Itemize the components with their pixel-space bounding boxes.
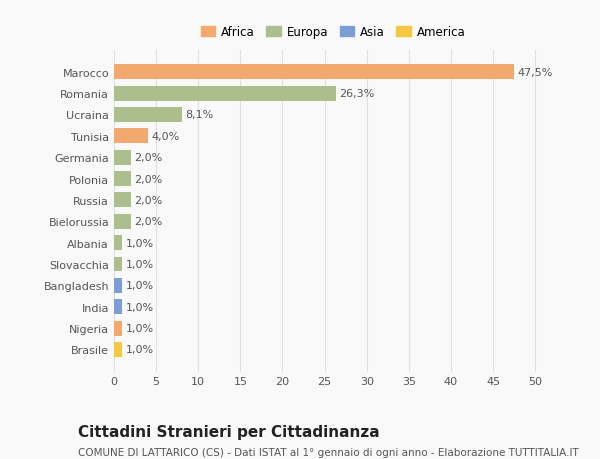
Text: 8,1%: 8,1%	[185, 110, 214, 120]
Bar	[114, 172, 131, 187]
Bar	[114, 257, 122, 272]
Bar	[114, 65, 514, 80]
Text: 1,0%: 1,0%	[126, 281, 154, 291]
Text: 47,5%: 47,5%	[517, 67, 553, 78]
Bar	[114, 300, 122, 314]
Text: 1,0%: 1,0%	[126, 302, 154, 312]
Text: 1,0%: 1,0%	[126, 238, 154, 248]
Bar	[114, 278, 122, 293]
Bar	[114, 235, 122, 251]
Bar	[114, 129, 148, 144]
Text: 26,3%: 26,3%	[339, 89, 374, 99]
Bar	[114, 108, 182, 123]
Bar	[114, 321, 122, 336]
Text: 2,0%: 2,0%	[134, 217, 163, 227]
Text: 1,0%: 1,0%	[126, 345, 154, 355]
Bar	[114, 151, 131, 165]
Text: 2,0%: 2,0%	[134, 196, 163, 206]
Text: 2,0%: 2,0%	[134, 174, 163, 184]
Bar	[114, 86, 335, 101]
Text: 1,0%: 1,0%	[126, 324, 154, 333]
Text: 4,0%: 4,0%	[151, 132, 179, 141]
Bar	[114, 342, 122, 357]
Legend: Africa, Europa, Asia, America: Africa, Europa, Asia, America	[196, 21, 470, 44]
Text: 1,0%: 1,0%	[126, 259, 154, 269]
Text: 2,0%: 2,0%	[134, 153, 163, 163]
Text: COMUNE DI LATTARICO (CS) - Dati ISTAT al 1° gennaio di ogni anno - Elaborazione : COMUNE DI LATTARICO (CS) - Dati ISTAT al…	[78, 448, 579, 458]
Bar	[114, 214, 131, 229]
Text: Cittadini Stranieri per Cittadinanza: Cittadini Stranieri per Cittadinanza	[78, 425, 380, 440]
Bar	[114, 193, 131, 208]
